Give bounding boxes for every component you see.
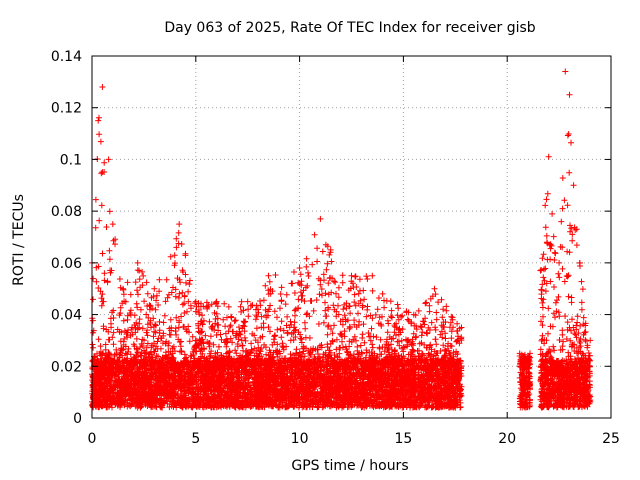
y-tick-label: 0	[73, 411, 82, 427]
x-tick-label: 15	[394, 431, 412, 447]
x-axis-label: GPS time / hours	[291, 458, 408, 474]
x-tick-label: 0	[88, 431, 97, 447]
chart-title: Day 063 of 2025, Rate Of TEC Index for r…	[164, 20, 535, 36]
y-tick-label: 0.12	[51, 101, 82, 117]
x-tick-label: 20	[498, 431, 516, 447]
x-tick-label: 25	[602, 431, 620, 447]
x-tick-label: 5	[191, 431, 200, 447]
ticks	[91, 55, 612, 419]
plot-frame	[91, 55, 612, 419]
y-tick-label: 0.08	[51, 204, 82, 220]
y-tick-label: 0.14	[51, 49, 82, 65]
tick-labels: 0 5 10 15 20 25 0 0.02 0.04 0.06 0.08 0.1 0.12 0.14	[51, 49, 620, 447]
x-tick-label: 10	[291, 431, 309, 447]
y-tick-label: 0.1	[60, 152, 82, 168]
y-tick-label: 0.06	[51, 256, 82, 272]
y-axis-label: ROTI / TECUs	[11, 194, 27, 286]
roti-points	[89, 68, 594, 411]
grid	[92, 56, 611, 418]
y-tick-label: 0.04	[51, 308, 82, 324]
data-points	[89, 68, 594, 411]
y-tick-label: 0.02	[51, 359, 82, 375]
